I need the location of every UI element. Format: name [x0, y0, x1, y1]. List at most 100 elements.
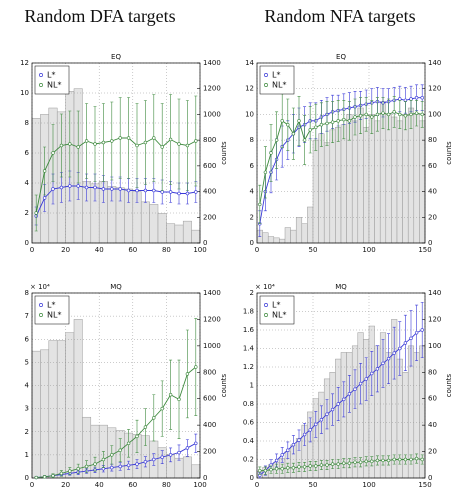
- data-point: [93, 185, 97, 190]
- y2-tick-label: 1000: [203, 110, 221, 118]
- data-point: [34, 475, 38, 480]
- data-point: [51, 473, 55, 478]
- data-point: [160, 455, 164, 459]
- data-point: [386, 458, 391, 463]
- y2-tick-label: 20: [428, 448, 437, 456]
- data-point: [398, 97, 402, 101]
- histogram-bar: [357, 332, 364, 479]
- y-tick-label: 2: [25, 209, 29, 217]
- x-tick-label: 50: [309, 481, 318, 489]
- y-tick-label: 6: [25, 335, 30, 343]
- y2-tick-label: 800: [203, 368, 216, 376]
- x-tick-label: 40: [95, 481, 104, 489]
- data-point: [302, 138, 307, 142]
- data-point: [194, 139, 198, 143]
- data-point: [126, 188, 131, 193]
- y-tick-label: 14: [245, 59, 254, 67]
- data-point: [177, 191, 181, 196]
- legend-box: [259, 65, 295, 95]
- data-point: [76, 467, 80, 471]
- data-point: [76, 184, 80, 188]
- data-point: [177, 397, 181, 402]
- y-tick-label: 0: [25, 239, 29, 247]
- histogram-bar: [191, 464, 201, 479]
- legend-marker: [39, 73, 43, 77]
- data-point: [177, 142, 181, 146]
- legend-marker: [264, 303, 268, 307]
- data-point: [308, 428, 312, 432]
- y-tick-label: 1: [25, 451, 29, 459]
- data-point: [375, 458, 380, 463]
- legend-marker: [264, 73, 268, 77]
- data-point: [297, 119, 301, 123]
- data-point: [297, 438, 301, 442]
- data-point: [118, 448, 122, 452]
- data-point: [168, 393, 173, 397]
- histogram-bar: [329, 129, 336, 244]
- data-point: [194, 365, 198, 369]
- data-point: [308, 128, 312, 132]
- data-point: [286, 448, 290, 452]
- plot-frame: [256, 292, 426, 479]
- data-point: [59, 471, 64, 476]
- y2-tick-label: 80: [428, 136, 437, 144]
- data-point: [330, 120, 335, 124]
- data-point: [118, 136, 122, 140]
- chart-title: MQ: [110, 283, 122, 291]
- histogram-bar: [413, 114, 420, 244]
- y-tick-label: 7: [25, 312, 29, 320]
- data-point: [160, 406, 164, 411]
- column-title: Random NFA targets: [264, 6, 415, 26]
- y-tick-label: 0: [25, 474, 29, 482]
- data-point: [269, 151, 273, 155]
- data-point: [420, 328, 424, 332]
- y2-tick-label: 140: [428, 289, 441, 297]
- data-point: [185, 191, 190, 196]
- histogram-bar: [174, 457, 184, 479]
- data-point: [258, 468, 262, 473]
- data-point: [319, 463, 324, 467]
- y2-tick-label: 600: [203, 395, 216, 403]
- legend-marker: [39, 303, 43, 307]
- legend-label: L*: [47, 71, 55, 80]
- y-tick-label: 10: [245, 110, 254, 118]
- x-tick-label: 50: [309, 246, 318, 254]
- data-point: [314, 422, 318, 427]
- histogram-bar: [396, 120, 403, 244]
- data-point: [274, 467, 279, 471]
- data-point: [135, 462, 139, 466]
- data-point: [353, 460, 357, 464]
- data-point: [280, 453, 284, 457]
- y-multiplier: × 10⁴: [30, 283, 50, 291]
- data-point: [118, 187, 122, 191]
- plot-frame: [31, 292, 201, 479]
- data-point: [51, 151, 55, 155]
- data-point: [160, 190, 164, 194]
- histogram-bar: [273, 237, 280, 244]
- data-point: [42, 475, 47, 479]
- y2-tick-label: 60: [428, 395, 437, 403]
- y-tick-label: 4: [250, 188, 255, 196]
- histogram-bar: [290, 229, 297, 244]
- data-point: [347, 392, 352, 396]
- data-point: [409, 112, 413, 117]
- y-tick-label: 0.6: [243, 419, 255, 427]
- data-point: [118, 464, 122, 469]
- data-point: [110, 187, 114, 191]
- legend-label: NL*: [272, 311, 286, 320]
- data-point: [68, 469, 72, 473]
- data-point: [302, 432, 307, 437]
- y-tick-label: 4: [25, 179, 30, 187]
- y2-tick-label: 200: [203, 448, 216, 456]
- legend-label: L*: [47, 301, 55, 310]
- data-point: [280, 119, 284, 123]
- x-tick-label: 100: [193, 481, 206, 489]
- x-tick-label: 100: [362, 481, 375, 489]
- data-point: [364, 112, 368, 117]
- data-point: [336, 119, 340, 123]
- y2-tick-label: 0: [203, 474, 207, 482]
- y-tick-label: 6: [25, 149, 30, 157]
- legend-marker: [264, 313, 268, 317]
- data-point: [314, 125, 318, 129]
- data-point: [291, 132, 296, 136]
